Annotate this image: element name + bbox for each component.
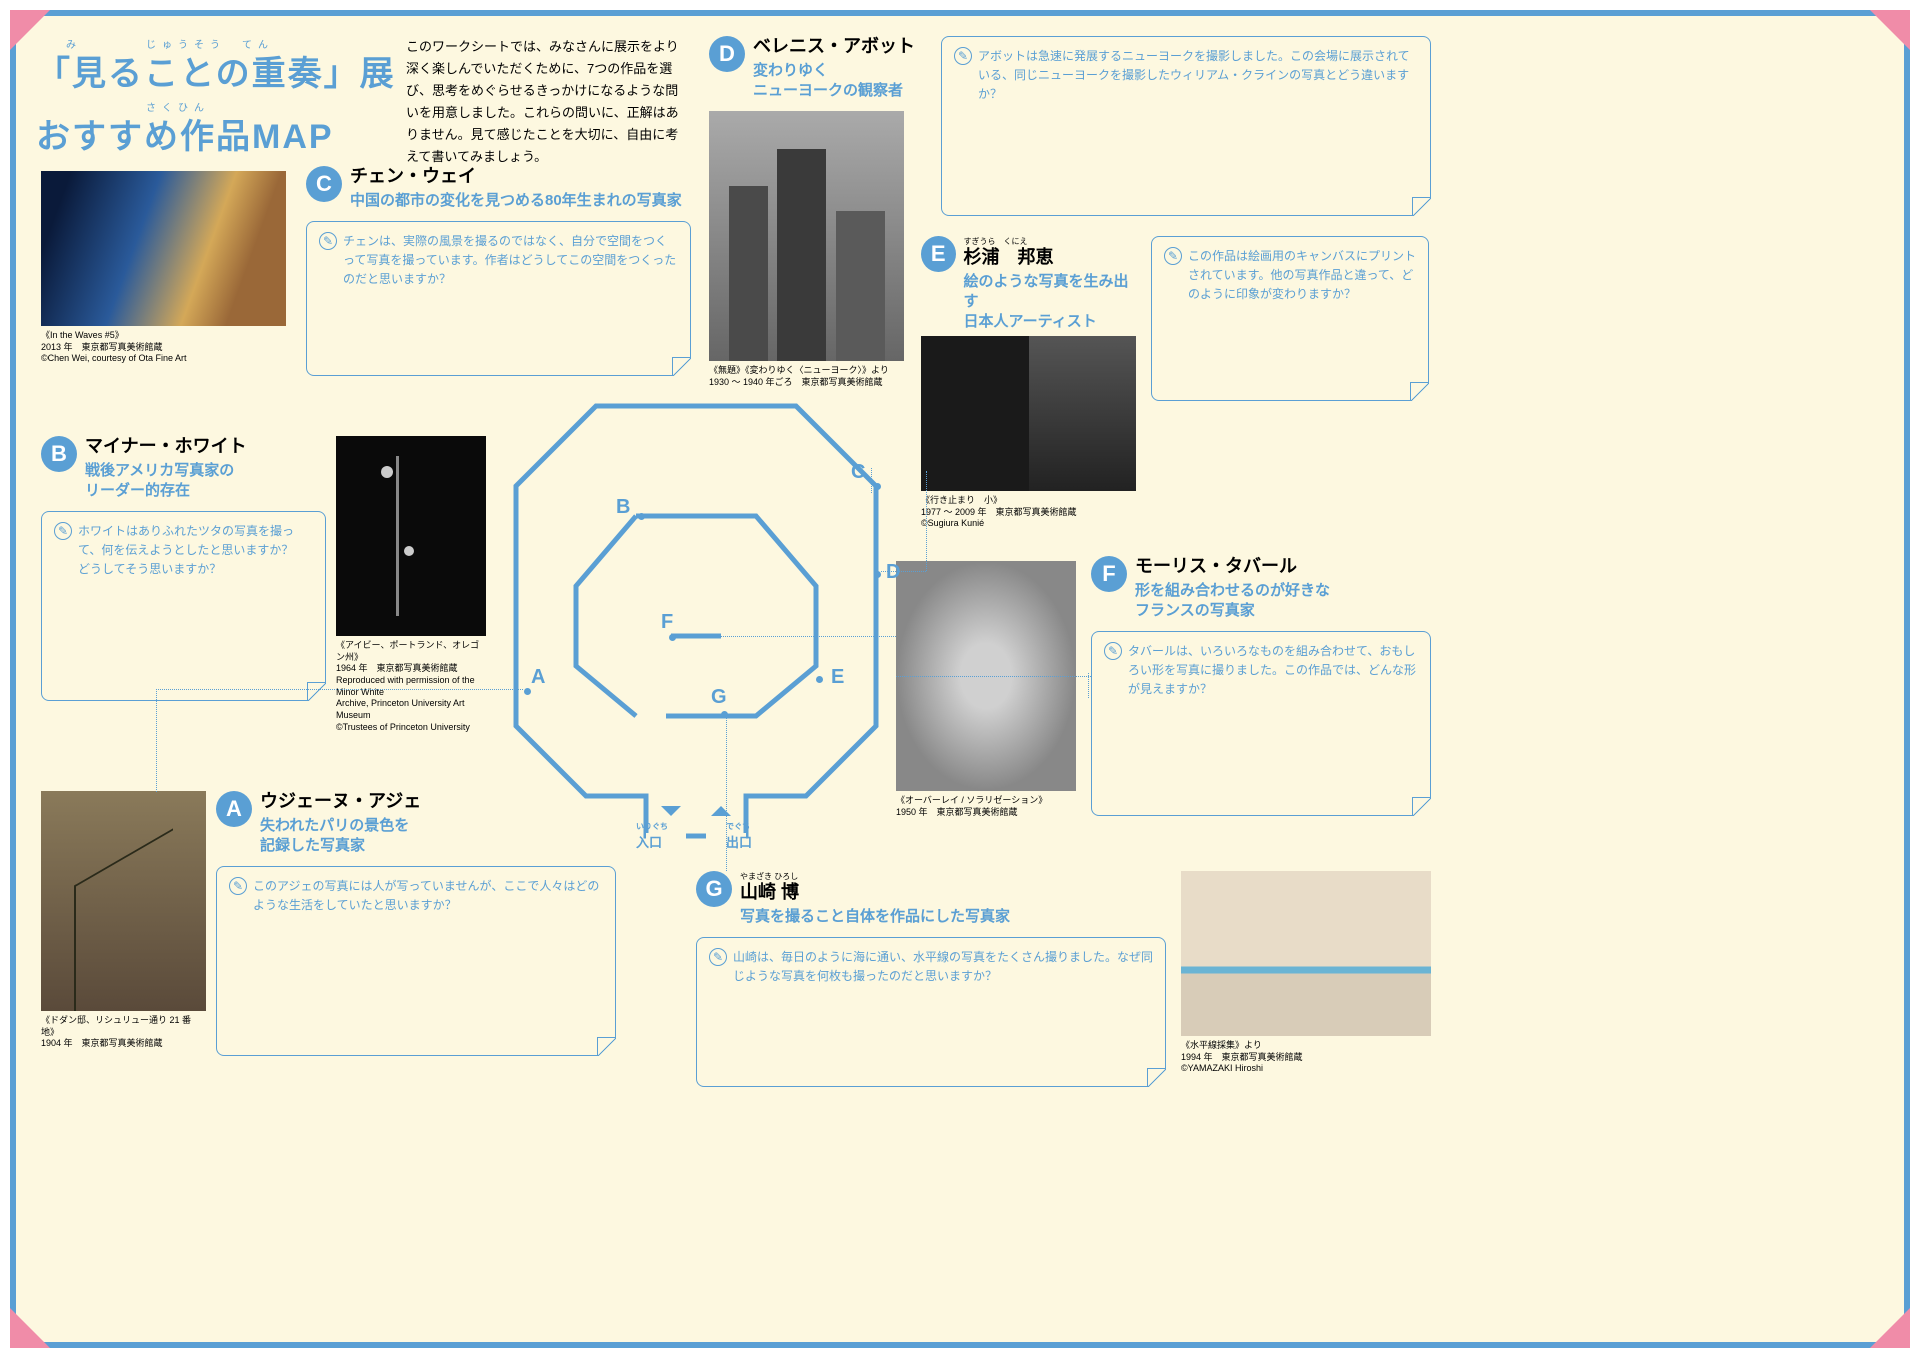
badge-a: A xyxy=(216,791,252,827)
corner-decoration xyxy=(1870,1308,1910,1348)
page-title: み じゅうそう てん 「見ることの重奏」展 さくひん おすすめ作品MAP xyxy=(36,36,396,161)
question-text-e: この作品は絵画用のキャンバスにプリントされています。他の写真作品と違って、どのよ… xyxy=(1188,247,1416,305)
artist-card-d: D ベレニス・アボット 変わりゆく ニューヨークの観察者 《無題》《変わりゆく〈… xyxy=(709,36,929,388)
connector-e xyxy=(896,676,1091,677)
exit-label: でぐち 出口 xyxy=(726,821,752,851)
artwork-image-e xyxy=(921,336,1136,491)
connector-f xyxy=(676,636,896,637)
artist-card-g: G やまざき ひろし 山崎 博 写真を撮ること自体を作品にした写真家 ✎ 山崎は… xyxy=(696,871,1166,1087)
artist-name-c: チェン・ウェイ xyxy=(350,166,682,188)
question-text-f: タバールは、いろいろなものを組み合わせて、おもしろい形を写真に撮りました。この作… xyxy=(1128,642,1418,700)
artist-name-e: 杉浦 邦恵 xyxy=(964,247,1137,269)
question-box-c[interactable]: ✎ チェンは、実際の風景を撮るのではなく、自分で空間をつくって写真を撮っています… xyxy=(306,221,691,376)
badge-g: G xyxy=(696,871,732,907)
map-point-g: G xyxy=(711,686,727,709)
artist-name-d: ベレニス・アボット xyxy=(753,36,915,58)
artist-desc-c: 中国の都市の変化を見つめる80年生まれの写真家 xyxy=(350,191,682,211)
caption-b: 《アイビー、ポートランド、オレゴン州》 1964 年 東京都写真美術館蔵 Rep… xyxy=(336,640,486,734)
question-text-g: 山崎は、毎日のように海に通い、水平線の写真をたくさん撮りました。なぜ同じような写… xyxy=(733,948,1153,986)
artwork-image-g xyxy=(1181,871,1431,1036)
badge-e: E xyxy=(921,236,956,272)
connector-e-v xyxy=(1088,673,1089,698)
artist-desc-f: 形を組み合わせるのが好きな フランスの写真家 xyxy=(1135,581,1330,622)
artwork-image-d xyxy=(709,111,904,361)
pencil-icon: ✎ xyxy=(1104,642,1122,660)
connector-a-v xyxy=(156,689,157,792)
map-point-d: D xyxy=(886,561,900,584)
connector-d xyxy=(881,571,926,572)
pencil-icon: ✎ xyxy=(954,47,972,65)
artist-desc-g: 写真を撮ること自体を作品にした写真家 xyxy=(740,907,1010,927)
badge-f: F xyxy=(1091,556,1127,592)
badge-d: D xyxy=(709,36,745,72)
caption-g: 《水平線採集》より 1994 年 東京都写真美術館蔵 ©YAMAZAKI Hir… xyxy=(1181,1040,1431,1075)
artist-name-ruby-e: すぎうら くにえ xyxy=(964,236,1137,247)
connector-g-v xyxy=(726,716,727,871)
artist-name-b: マイナー・ホワイト xyxy=(85,436,247,458)
pencil-icon: ✎ xyxy=(709,948,727,966)
map-point-a: A xyxy=(531,666,545,689)
caption-f: 《オーバーレイ / ソラリゼーション》 1950 年 東京都写真美術館蔵 xyxy=(896,795,1076,818)
connector-c-v xyxy=(871,468,872,493)
artist-card-e: E すぎうら くにえ 杉浦 邦恵 絵のような写真を生み出す 日本人アーティスト xyxy=(921,236,1136,332)
badge-c: C xyxy=(306,166,342,202)
artwork-f-block: 《オーバーレイ / ソラリゼーション》 1950 年 東京都写真美術館蔵 xyxy=(896,561,1076,818)
artist-desc-d: 変わりゆく ニューヨークの観察者 xyxy=(753,61,915,102)
pencil-icon: ✎ xyxy=(319,232,337,250)
artist-desc-a: 失われたパリの景色を 記録した写真家 xyxy=(260,816,421,857)
artist-name-ruby-g: やまざき ひろし xyxy=(740,871,1010,882)
artwork-image-c xyxy=(41,171,286,326)
intro-paragraph: このワークシートでは、みなさんに展示をより深く楽しんでいただくために、7つの作品… xyxy=(406,36,686,169)
entrance-label: いりぐち 入口 xyxy=(636,821,668,851)
artist-desc-b: 戦後アメリカ写真家の リーダー的存在 xyxy=(85,461,247,502)
artist-card-b: B マイナー・ホワイト 戦後アメリカ写真家の リーダー的存在 ✎ ホワイトはあり… xyxy=(41,436,326,701)
artist-card-f: F モーリス・タバール 形を組み合わせるのが好きな フランスの写真家 ✎ タバー… xyxy=(1091,556,1431,816)
artwork-e-block: 《行き止まり 小》 1977 ～ 2009 年 東京都写真美術館蔵 ©Sugiu… xyxy=(921,336,1136,530)
question-text-c: チェンは、実際の風景を撮るのではなく、自分で空間をつくって写真を撮っています。作… xyxy=(343,232,678,290)
connector-a xyxy=(156,689,523,690)
map-point-e: E xyxy=(831,666,844,689)
pencil-icon: ✎ xyxy=(54,522,72,540)
question-box-d[interactable]: ✎ アボットは急速に発展するニューヨークを撮影しました。この会場に展示されている… xyxy=(941,36,1431,216)
floor-map: A B C D E F G いりぐち 入口 でぐち 出口 xyxy=(496,386,896,846)
map-point-f: F xyxy=(661,611,673,634)
caption-a: 《ドダン邸、リシュリュー通り 21 番地》 1904 年 東京都写真美術館蔵 xyxy=(41,1015,206,1050)
badge-b: B xyxy=(41,436,77,472)
question-box-e[interactable]: ✎ この作品は絵画用のキャンバスにプリントされています。他の写真作品と違って、ど… xyxy=(1151,236,1429,401)
question-box-g[interactable]: ✎ 山崎は、毎日のように海に通い、水平線の写真をたくさん撮りました。なぜ同じよう… xyxy=(696,937,1166,1087)
artwork-c-block: 《In the Waves #5》 2013 年 東京都写真美術館蔵 ©Chen… xyxy=(41,171,286,365)
question-text-b: ホワイトはありふれたツタの写真を撮って、何を伝えようとしたと思いますか？ どうし… xyxy=(78,522,313,580)
caption-c: 《In the Waves #5》 2013 年 東京都写真美術館蔵 ©Chen… xyxy=(41,330,286,365)
connector-d-v xyxy=(926,471,927,571)
artist-card-c: C チェン・ウェイ 中国の都市の変化を見つめる80年生まれの写真家 ✎ チェンは… xyxy=(306,166,691,376)
pencil-icon: ✎ xyxy=(229,877,247,895)
artist-desc-e: 絵のような写真を生み出す 日本人アーティスト xyxy=(964,272,1137,333)
artwork-a-block: 《ドダン邸、リシュリュー通り 21 番地》 1904 年 東京都写真美術館蔵 xyxy=(41,791,206,1050)
corner-decoration xyxy=(1870,10,1910,50)
artwork-image-a xyxy=(41,791,206,1011)
artwork-g-block: 《水平線採集》より 1994 年 東京都写真美術館蔵 ©YAMAZAKI Hir… xyxy=(1181,871,1431,1075)
question-box-f[interactable]: ✎ タバールは、いろいろなものを組み合わせて、おもしろい形を写真に撮りました。こ… xyxy=(1091,631,1431,816)
caption-d: 《無題》《変わりゆく〈ニューヨーク〉》より 1930 ～ 1940 年ごろ 東京… xyxy=(709,365,929,388)
artwork-image-b xyxy=(336,436,486,636)
artist-name-g: 山崎 博 xyxy=(740,882,1010,904)
question-box-b[interactable]: ✎ ホワイトはありふれたツタの写真を撮って、何を伝えようとしたと思いますか？ ど… xyxy=(41,511,326,701)
worksheet-frame: み じゅうそう てん 「見ることの重奏」展 さくひん おすすめ作品MAP このワ… xyxy=(10,10,1910,1348)
map-point-c: C xyxy=(851,461,865,484)
caption-e: 《行き止まり 小》 1977 ～ 2009 年 東京都写真美術館蔵 ©Sugiu… xyxy=(921,495,1136,530)
pencil-icon: ✎ xyxy=(1164,247,1182,265)
artist-name-a: ウジェーヌ・アジェ xyxy=(260,791,421,813)
corner-decoration xyxy=(10,1308,50,1348)
floor-map-svg xyxy=(496,386,896,846)
question-box-a[interactable]: ✎ このアジェの写真には人が写っていませんが、ここで人々はどのような生活をしてい… xyxy=(216,866,616,1056)
map-point-b: B xyxy=(616,496,630,519)
question-text-d: アボットは急速に発展するニューヨークを撮影しました。この会場に展示されている、同… xyxy=(978,47,1418,105)
artist-name-f: モーリス・タバール xyxy=(1135,556,1330,578)
question-text-a: このアジェの写真には人が写っていませんが、ここで人々はどのような生活をしていたと… xyxy=(253,877,603,915)
